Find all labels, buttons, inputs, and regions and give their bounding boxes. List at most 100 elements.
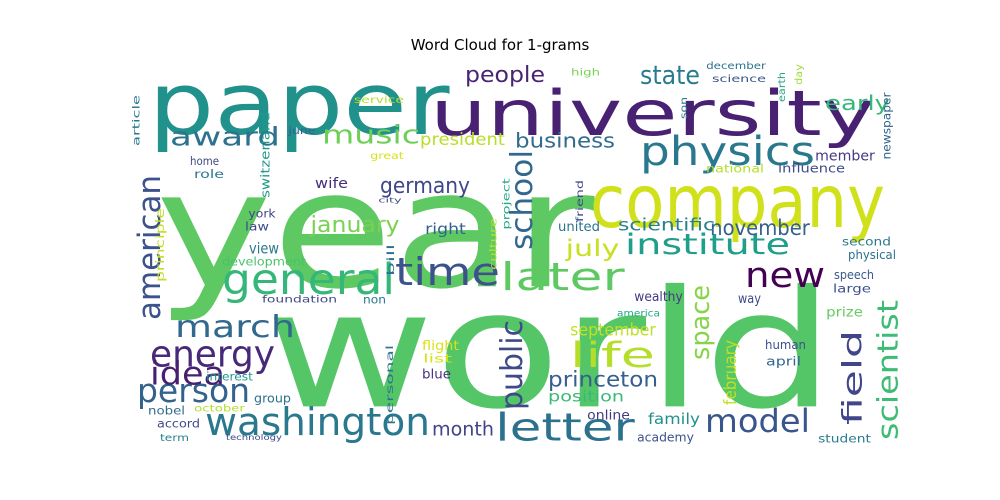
word-energy: energy (150, 332, 275, 375)
word-january: january (309, 212, 399, 237)
word-non: non (363, 293, 386, 307)
word-large: large (833, 283, 871, 296)
word-switzerland: switzerland (259, 112, 273, 198)
word-home: home (190, 155, 219, 169)
word-year: year (155, 135, 595, 325)
word-american: american (132, 175, 168, 320)
word-blue: blue (422, 367, 451, 382)
word-march: march (175, 310, 295, 345)
word-president: president (420, 130, 505, 150)
word-paper: paper (149, 55, 451, 155)
word-april: april (766, 355, 801, 369)
word-november: november (710, 215, 810, 240)
word-day: day (793, 64, 804, 85)
word-october: october (194, 402, 245, 414)
word-personal: personal (384, 345, 395, 425)
word-public: public (495, 320, 530, 410)
word-person: person (137, 372, 250, 410)
word-way: way (738, 290, 761, 306)
word-student: student (818, 432, 871, 446)
word-general: general (222, 255, 395, 305)
word-list: list (423, 352, 452, 366)
word-principle: principle (154, 208, 167, 282)
word-september: september (570, 320, 656, 340)
word-york: york (248, 207, 275, 220)
word-school: school (505, 150, 539, 250)
word-early: early (825, 92, 890, 115)
word-america: america (617, 309, 660, 320)
word-nobel: nobel (148, 404, 185, 418)
word-scientific: scientific (618, 215, 715, 235)
word-interest: interest (206, 370, 253, 384)
word-physical: physical (848, 248, 896, 262)
word-earth: earth (776, 72, 787, 102)
word-december: december (706, 60, 766, 72)
word-music: music (322, 120, 420, 150)
word-development: development (222, 255, 306, 268)
word-time: time (395, 250, 500, 295)
word-second: second (842, 235, 891, 249)
word-role: role (194, 168, 224, 181)
word-life: life (570, 335, 655, 375)
word-later: later (500, 255, 625, 299)
word-term: term (160, 432, 189, 443)
word-state: state (640, 60, 700, 90)
word-human: human (765, 338, 806, 352)
word-wealthy: wealthy (634, 290, 683, 306)
word-science: science (712, 73, 766, 84)
word-princeton: princeton (548, 368, 658, 393)
word-national: national (706, 163, 764, 176)
word-foundation: foundation (262, 293, 337, 304)
word-world: world (265, 255, 835, 445)
word-idea: idea (150, 355, 225, 392)
word-group: group (254, 391, 291, 406)
word-view: view (249, 240, 279, 257)
word-influence: influence (778, 162, 845, 177)
word-flight: flight (422, 338, 460, 353)
word-position: position (548, 388, 624, 406)
word-june: june (287, 125, 315, 136)
word-university: university (430, 78, 875, 150)
word-city: city (378, 197, 401, 204)
word-online: online (587, 408, 630, 424)
word-friend: friend (574, 180, 585, 222)
word-july: july (564, 235, 619, 262)
word-germany: germany (380, 172, 470, 198)
word-month: month (432, 417, 494, 440)
word-physics: physics (640, 128, 815, 175)
word-service: service (354, 94, 404, 105)
word-scientist: scientist (872, 300, 905, 440)
word-technology: technology (226, 434, 283, 443)
word-accord: accord (157, 417, 200, 430)
chart-title: Word Cloud for 1-grams (410, 36, 590, 54)
word-son: son (678, 97, 689, 119)
word-company: company (590, 160, 885, 245)
word-letter: letter (495, 405, 635, 450)
word-prize: prize (826, 305, 863, 320)
word-new: new (745, 255, 825, 295)
word-academy: academy (637, 429, 694, 444)
word-february: february (720, 340, 740, 405)
word-right: right (425, 220, 466, 238)
word-washington: washington (205, 400, 430, 445)
word-bill: bill (385, 244, 396, 276)
word-model: model (705, 403, 810, 440)
word-project: project (500, 178, 512, 229)
word-wife: wife (315, 175, 348, 192)
word-award: award (170, 122, 280, 152)
word-great: great (370, 150, 404, 161)
word-speech: speech (834, 268, 874, 283)
word-law: law (245, 221, 269, 234)
word-culture: culture (487, 218, 499, 270)
word-space: space (686, 285, 716, 360)
word-article: article (132, 95, 143, 146)
word-business: business (515, 130, 615, 153)
word-newspaper: newspaper (880, 92, 894, 159)
word-united: united (558, 220, 600, 235)
word-high: high (571, 66, 600, 78)
word-member: member (815, 148, 875, 164)
word-family: family (648, 410, 700, 428)
word-people: people (465, 62, 545, 87)
word-field: field (837, 330, 869, 425)
